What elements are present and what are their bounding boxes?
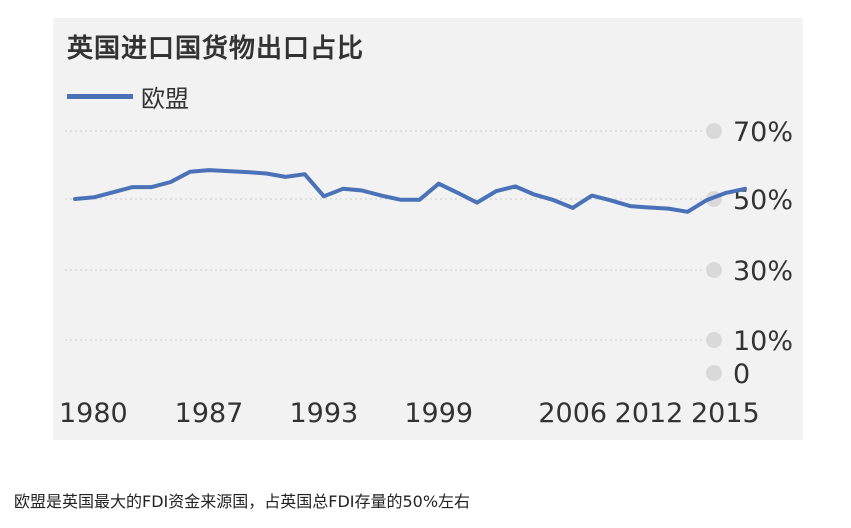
y-tick-dot xyxy=(706,365,722,381)
y-tick-dot xyxy=(706,332,722,348)
chart-panel: 英国进口国货物出口占比 欧盟 70% 50% 30% 10% 0 1980 1987 199… xyxy=(53,18,803,440)
y-tick-label-layer: 70%50%30%10%0 xyxy=(733,117,793,390)
x-tick-label: 2006 xyxy=(538,398,607,429)
x-tick-label: 1987 xyxy=(175,398,244,429)
series-line xyxy=(73,168,747,214)
legend-swatch xyxy=(67,93,133,99)
x-tick-label-layer: 1980 1987 1993 1999 2006 2012 2015 xyxy=(59,398,760,429)
grid-layer xyxy=(65,130,705,341)
chart-title: 英国进口国货物出口占比 xyxy=(67,34,365,64)
y-tick-dot xyxy=(706,262,722,278)
x-tick-label: 2015 xyxy=(691,398,760,429)
y-tick-label: 10% xyxy=(733,326,793,357)
legend: 欧盟 xyxy=(67,78,189,114)
y-tick-dot xyxy=(706,123,722,139)
x-tick-label: 2012 xyxy=(615,398,684,429)
line-chart: 70%50%30%10%0 1980 1987 1993 1999 2006 2012 20… xyxy=(59,117,793,429)
y-tick-label: 70% xyxy=(733,117,793,148)
x-tick-label: 1980 xyxy=(59,398,128,429)
legend-label: 欧盟 xyxy=(141,84,189,113)
x-tick-label: 1993 xyxy=(289,398,358,429)
y-tick-label: 0 xyxy=(733,359,750,390)
x-tick-label: 1999 xyxy=(404,398,473,429)
y-tick-label: 30% xyxy=(733,256,793,287)
series-layer xyxy=(73,168,747,214)
caption: 欧盟是英国最大的FDI资金来源国，占英国总FDI存量的50%左右 xyxy=(14,492,471,511)
y-tick-dot-layer xyxy=(706,123,722,381)
